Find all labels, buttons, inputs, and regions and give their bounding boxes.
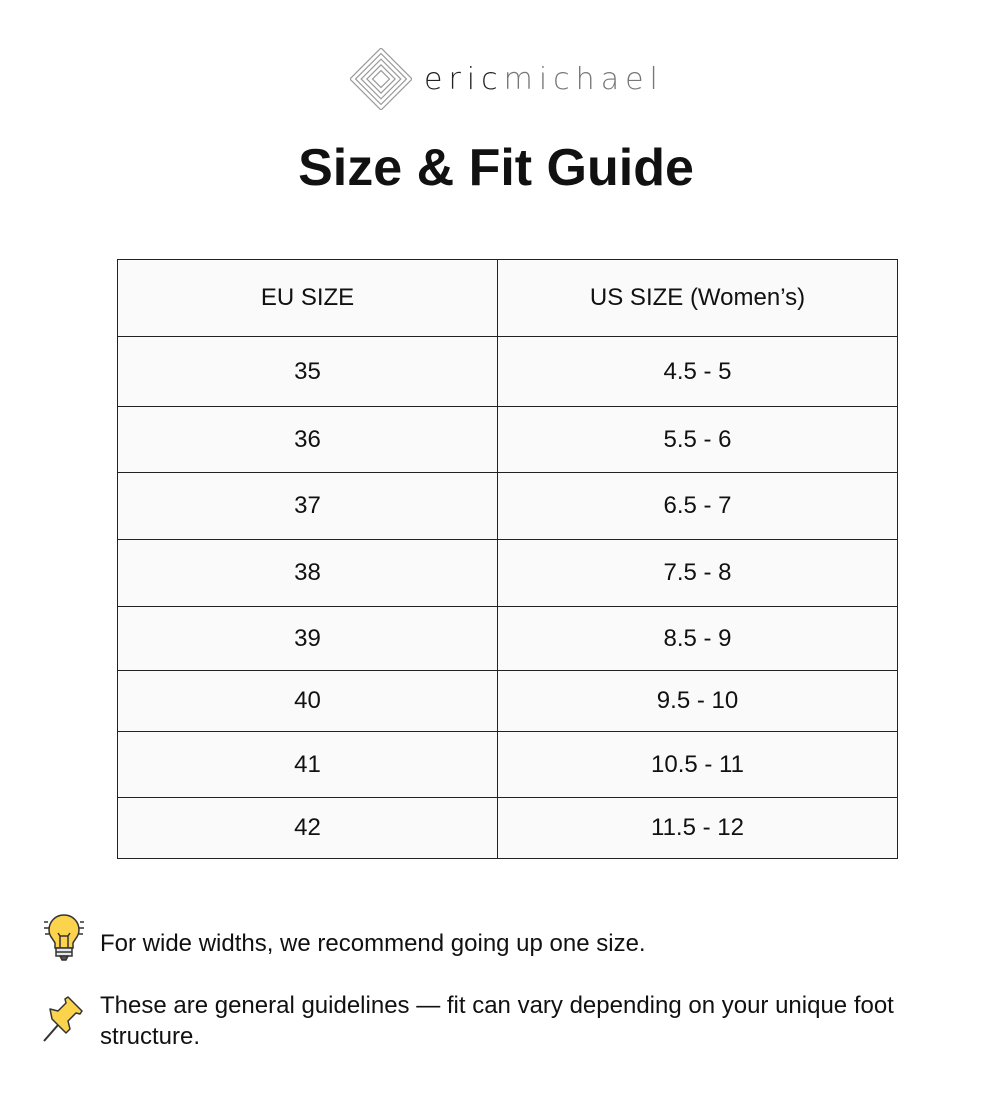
eu-size-cell: 38	[117, 539, 498, 607]
pushpin-icon	[43, 996, 83, 1042]
us-size-cell: 5.5 - 6	[497, 406, 898, 473]
table-row: 36 5.5 - 6	[117, 406, 898, 473]
page-title: Size & Fit Guide	[298, 139, 694, 197]
us-size-cell: 7.5 - 8	[497, 539, 898, 607]
us-size-cell: 6.5 - 7	[497, 472, 898, 540]
table-row: 40 9.5 - 10	[117, 670, 898, 732]
lightbulb-icon	[44, 914, 84, 961]
table-row: 41 10.5 - 11	[117, 731, 898, 798]
eu-size-cell: 42	[117, 797, 498, 859]
us-size-cell: 11.5 - 12	[497, 797, 898, 859]
eu-size-cell: 37	[117, 472, 498, 540]
table-row: 37 6.5 - 7	[117, 472, 898, 540]
table-row: 38 7.5 - 8	[117, 539, 898, 607]
us-size-cell: 4.5 - 5	[497, 336, 898, 407]
note-general-guidelines: These are general guidelines — fit can v…	[100, 992, 894, 1050]
size-table: EU SIZE US SIZE (Women’s) 35 4.5 - 5 36 5.5…	[117, 259, 898, 859]
table-row: 42 11.5 - 12	[117, 797, 898, 859]
eu-size-cell: 41	[117, 731, 498, 798]
brand-name: ericmichael	[424, 62, 664, 97]
table-row: 35 4.5 - 5	[117, 336, 898, 407]
eu-size-cell: 39	[117, 606, 498, 671]
eu-size-cell: 36	[117, 406, 498, 473]
eu-size-cell: 40	[117, 670, 498, 732]
us-size-cell: 8.5 - 9	[497, 606, 898, 671]
diamond-logo-icon	[350, 48, 412, 110]
brand-logo: ericmichael	[350, 48, 664, 110]
header-eu-size: EU SIZE	[117, 259, 498, 337]
eu-size-cell: 35	[117, 336, 498, 407]
us-size-cell: 10.5 - 11	[497, 731, 898, 798]
note-wide-widths: For wide widths, we recommend going up o…	[100, 930, 646, 957]
table-header-row: EU SIZE US SIZE (Women’s)	[117, 259, 898, 337]
us-size-cell: 9.5 - 10	[497, 670, 898, 732]
header-us-size: US SIZE (Women’s)	[497, 259, 898, 337]
brand-name-part1: eric	[424, 61, 504, 97]
brand-name-part2: michael	[503, 61, 664, 97]
table-row: 39 8.5 - 9	[117, 606, 898, 671]
